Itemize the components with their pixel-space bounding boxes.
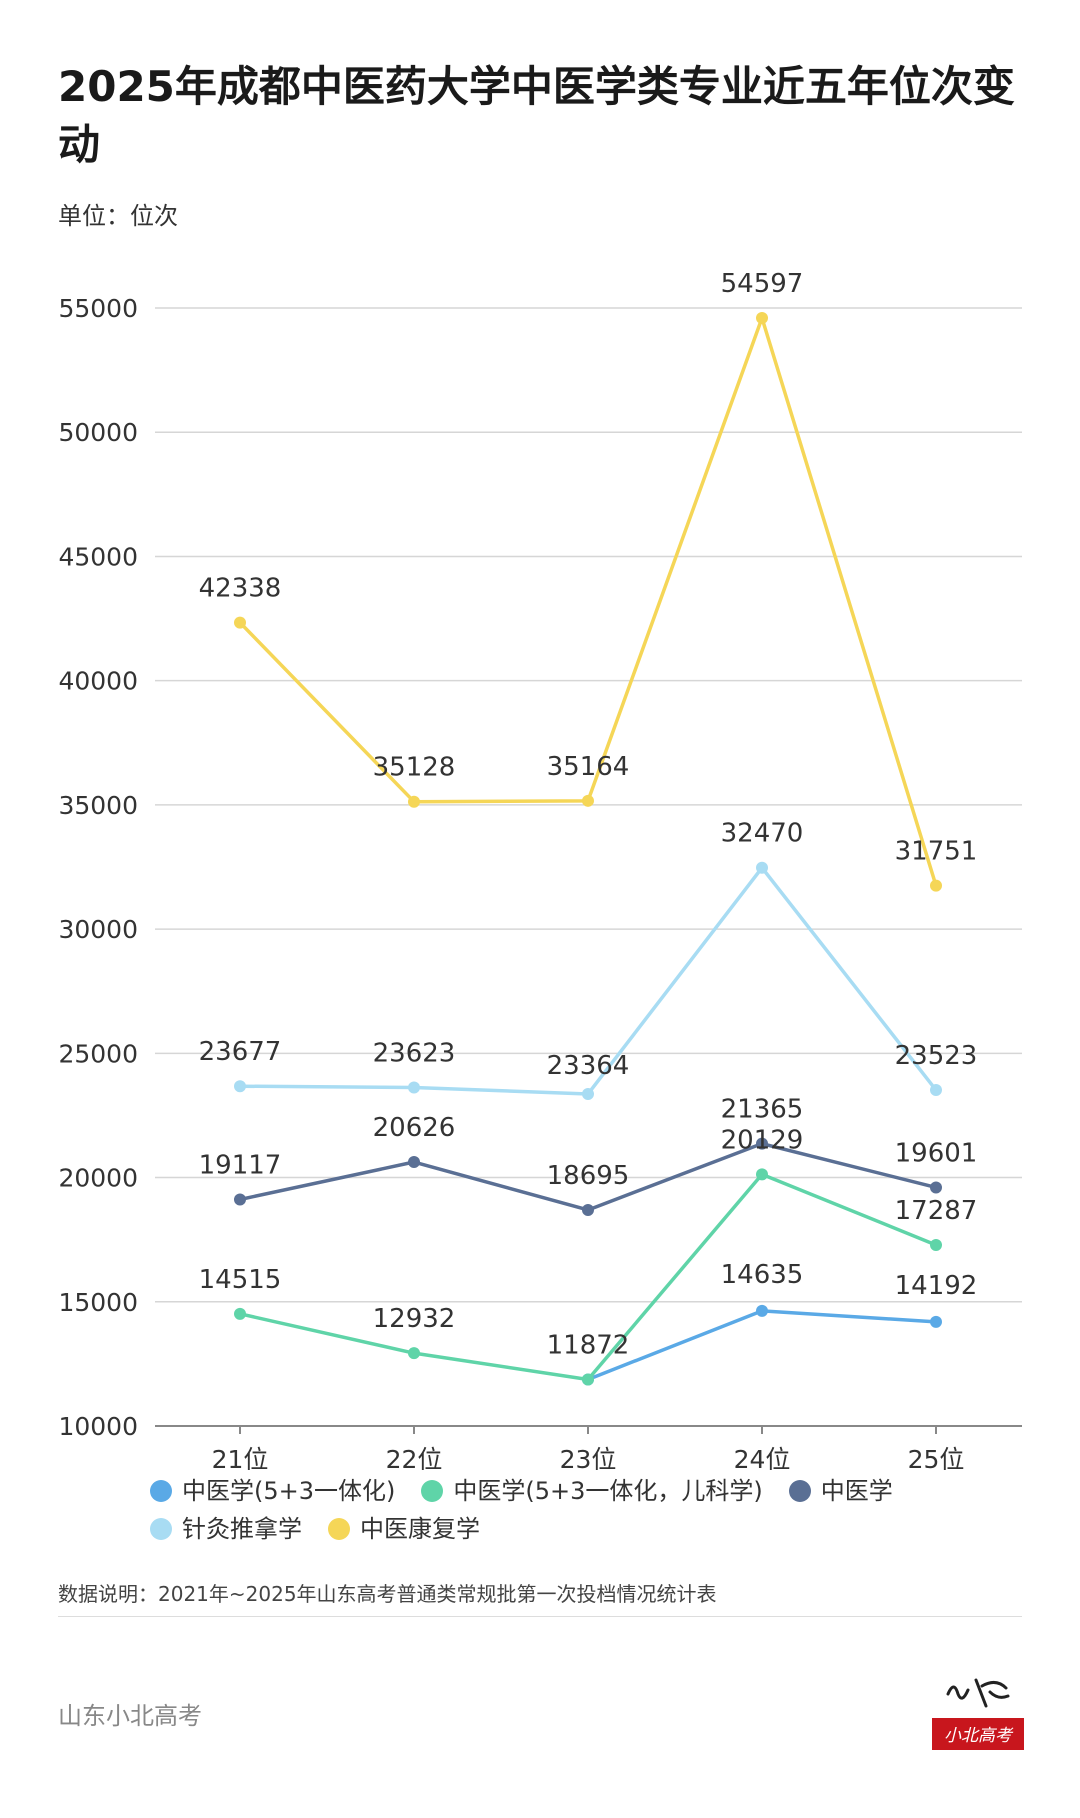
data-label: 35128 — [373, 753, 456, 783]
legend-dot-icon — [150, 1480, 172, 1502]
y-tick-label: 35000 — [58, 791, 138, 820]
legend-item: 中医康复学 — [328, 1516, 480, 1542]
y-tick-label: 30000 — [58, 915, 138, 944]
series-line — [587, 1309, 937, 1382]
legend-label: 中医学(5+3一体化，儿科学) — [453, 1477, 763, 1505]
data-point — [756, 1168, 768, 1181]
data-point — [234, 1080, 246, 1093]
data-label: 17287 — [895, 1196, 978, 1226]
data-label: 19601 — [895, 1138, 978, 1168]
x-tick-label: 24位 — [734, 1445, 791, 1470]
data-point — [930, 1084, 942, 1097]
legend-label: 中医康复学 — [360, 1515, 480, 1543]
data-point — [756, 861, 768, 874]
data-label: 21365 — [721, 1095, 804, 1125]
legend-label: 中医学 — [820, 1477, 893, 1505]
data-label: 31751 — [895, 837, 978, 867]
data-label: 35164 — [547, 752, 630, 782]
legend-item: 针灸推拿学 — [150, 1516, 302, 1542]
data-point — [582, 1087, 594, 1100]
y-tick-label: 50000 — [58, 418, 138, 447]
series-lines — [234, 312, 942, 1386]
data-point — [408, 1081, 420, 1094]
data-label: 19117 — [199, 1150, 282, 1180]
unit-label: 单位：位次 — [58, 202, 178, 230]
data-point — [756, 1304, 768, 1317]
data-label: 20626 — [373, 1113, 456, 1143]
data-point — [930, 1181, 942, 1194]
data-point — [756, 1137, 768, 1150]
data-point — [234, 616, 246, 629]
data-label: 12932 — [373, 1304, 456, 1334]
data-label: 14635 — [721, 1260, 804, 1290]
legend-item: 中医学 — [788, 1477, 893, 1505]
data-label: 23677 — [199, 1037, 282, 1067]
data-point — [582, 1203, 594, 1216]
data-label: 42338 — [199, 574, 282, 604]
data-point — [234, 1307, 246, 1320]
data-label: 14515 — [199, 1265, 282, 1295]
brand-logo: 小北高考 — [932, 1678, 1024, 1750]
data-label: 54597 — [721, 269, 804, 299]
x-tick-label: 22位 — [386, 1445, 443, 1470]
x-tick-label: 23位 — [560, 1445, 617, 1470]
legend-dot-icon — [150, 1518, 172, 1540]
y-tick-label: 15000 — [58, 1288, 138, 1317]
y-tick-label: 45000 — [58, 542, 138, 571]
chart-legend: 中医学(5+3一体化) 中医学(5+3一体化，儿科学) 中医学针灸推拿学 中医康复学 — [150, 1478, 1030, 1542]
data-label: 11872 — [547, 1330, 630, 1360]
data-label: 23623 — [373, 1039, 456, 1069]
line-chart: 10000 15000 20000 25000 30000 35000 40000 45000… — [58, 269, 1022, 1470]
brand-name: 山东小北高考 — [58, 1702, 202, 1730]
data-label: 14192 — [895, 1271, 978, 1301]
grid-lines — [155, 307, 1022, 1427]
data-label: 18695 — [547, 1161, 630, 1191]
legend-dot-icon — [328, 1518, 350, 1540]
data-point — [408, 1347, 420, 1360]
x-axis-ticks: 21位 22位 23位 24位 25位 — [212, 1426, 965, 1470]
data-point — [234, 1193, 246, 1206]
y-axis-ticks: 10000 15000 20000 25000 30000 35000 40000 45000… — [58, 294, 138, 1441]
x-tick-label: 21位 — [212, 1445, 269, 1470]
data-point — [930, 1315, 942, 1328]
legend-item: 中医学(5+3一体化) — [150, 1478, 395, 1504]
y-tick-label: 10000 — [58, 1412, 138, 1441]
legend-label: 针灸推拿学 — [182, 1515, 302, 1543]
data-point — [930, 1238, 942, 1251]
source-note: 数据说明：2021年~2025年山东高考普通类常规批第一次投档情况统计表 — [58, 1582, 717, 1606]
y-tick-label: 20000 — [58, 1164, 138, 1193]
data-labels: 14635 14192 14515 12932 11872 20129 17287 19117… — [199, 269, 978, 1360]
data-point — [408, 1156, 420, 1169]
data-label: 32470 — [721, 819, 804, 849]
data-point — [582, 1373, 594, 1386]
legend-item: 中医学(5+3一体化，儿科学) — [421, 1477, 763, 1505]
data-point — [930, 879, 942, 892]
legend-dot-icon — [421, 1480, 444, 1502]
data-point — [408, 795, 420, 808]
logo-text: 小北高考 — [944, 1726, 1014, 1746]
data-label: 23523 — [895, 1041, 978, 1071]
data-point — [756, 312, 768, 325]
y-tick-label: 25000 — [58, 1039, 138, 1068]
data-label: 23364 — [547, 1051, 630, 1081]
y-tick-label: 55000 — [58, 294, 138, 323]
legend-dot-icon — [788, 1480, 811, 1502]
x-tick-label: 25位 — [908, 1445, 965, 1470]
data-point — [582, 794, 594, 807]
footer-divider — [58, 1616, 1022, 1617]
y-tick-label: 40000 — [58, 667, 138, 696]
legend-label: 中医学(5+3一体化) — [182, 1477, 396, 1505]
data-label: 20129 — [721, 1125, 804, 1155]
chart-title: 2025年成都中医药大学中医学类专业近五年位次变动 — [58, 62, 1015, 169]
